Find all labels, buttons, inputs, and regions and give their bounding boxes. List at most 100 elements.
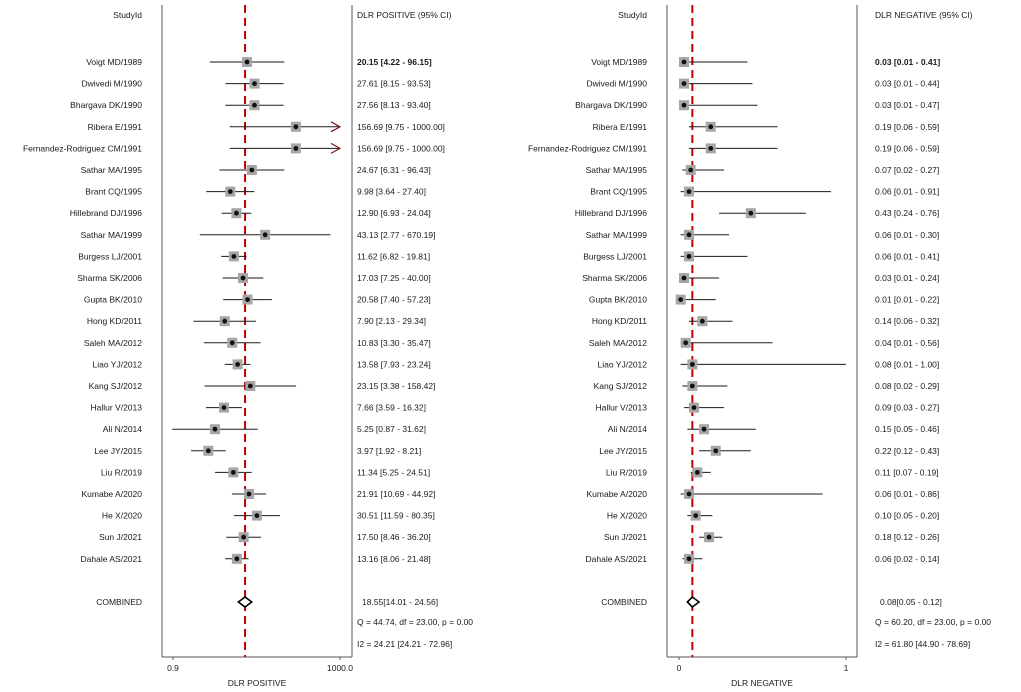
study-ci-value: 0.03 [0.01 - 0.47]: [875, 100, 939, 110]
study-name: Hong KD/2011: [87, 316, 142, 326]
study-ci-value: 0.08 [0.02 - 0.29]: [875, 381, 939, 391]
point-estimate: [235, 362, 241, 367]
study-name: Sun J/2021: [99, 532, 142, 542]
study-ci-value: 0.43 [0.24 - 0.76]: [875, 208, 939, 218]
study-name: Hillebrand DJ/1996: [70, 208, 143, 218]
point-estimate: [247, 383, 253, 389]
point-estimate: [686, 189, 692, 195]
study-column-header: StudyId: [113, 10, 142, 20]
study-name: Dwivedi M/1990: [587, 79, 648, 89]
study-name: Brant CQ/1995: [590, 187, 647, 197]
study-name: Saleh MA/2012: [589, 338, 647, 348]
point-estimate: [689, 362, 695, 367]
study-ci-value: 5.25 [0.87 - 31.62]: [357, 424, 426, 434]
study-name: Kumabe A/2020: [82, 489, 143, 499]
point-estimate: [688, 167, 694, 173]
point-estimate: [293, 124, 299, 130]
combined-label: COMBINED: [601, 597, 647, 607]
study-name: He X/2020: [102, 511, 142, 521]
heterogeneity-i2: I2 = 61.80 [44.90 - 78.69]: [875, 639, 970, 649]
study-name: Dahale AS/2021: [586, 554, 648, 564]
point-estimate: [252, 102, 257, 108]
study-name: Gupta BK/2010: [84, 295, 142, 305]
study-name: Liao YJ/2012: [93, 359, 143, 369]
study-name: Voigt MD/1989: [86, 57, 142, 67]
study-name: Hallur V/2013: [90, 403, 142, 413]
point-estimate: [708, 146, 714, 151]
study-ci-value: 0.15 [0.05 - 0.46]: [875, 424, 939, 434]
study-ci-value: 27.61 [8.15 - 93.53]: [357, 79, 431, 89]
x-axis-tick-label: 1: [844, 663, 849, 673]
study-name: Lee JY/2015: [599, 446, 647, 456]
study-name: Gupta BK/2010: [589, 295, 647, 305]
point-estimate: [699, 318, 705, 324]
study-ci-value: 0.03 [0.01 - 0.24]: [875, 273, 939, 283]
point-estimate: [713, 448, 719, 454]
study-name: Bhargava DK/1990: [70, 100, 142, 110]
study-ci-value: 12.90 [6.93 - 24.04]: [357, 208, 431, 218]
study-ci-value: 10.83 [3.30 - 35.47]: [357, 338, 431, 348]
study-name: Dwivedi M/1990: [82, 79, 143, 89]
study-name: Bhargava DK/1990: [575, 100, 647, 110]
study-ci-value: 0.01 [0.01 - 0.22]: [875, 295, 939, 305]
study-ci-value: 0.06 [0.01 - 0.41]: [875, 251, 939, 261]
study-name: Burgess LJ/2001: [583, 251, 647, 261]
point-estimate: [678, 297, 684, 302]
ci-column-header: DLR POSITIVE (95% CI): [357, 10, 452, 20]
study-ci-value: 21.91 [10.69 - 44.92]: [357, 489, 435, 499]
study-ci-value: 0.06 [0.01 - 0.91]: [875, 187, 939, 197]
point-estimate: [222, 318, 228, 324]
study-ci-value: 43.13 [2.77 - 670.19]: [357, 230, 435, 240]
study-ci-value: 0.04 [0.01 - 0.56]: [875, 338, 939, 348]
point-estimate: [245, 297, 250, 302]
x-axis-label: DLR POSITIVE: [228, 678, 287, 688]
study-name: Ribera E/1991: [593, 122, 648, 132]
point-estimate: [701, 426, 707, 432]
study-ci-value: 24.67 [6.31 - 96.43]: [357, 165, 431, 175]
combined-ci-value: 0.08[0.05 - 0.12]: [880, 597, 942, 607]
point-estimate: [205, 448, 211, 454]
point-estimate: [293, 146, 299, 151]
study-name: Voigt MD/1989: [591, 57, 647, 67]
point-estimate: [689, 383, 695, 389]
ci-truncation-arrow: [330, 142, 342, 154]
study-name: Liao YJ/2012: [598, 359, 648, 369]
point-estimate: [681, 102, 687, 108]
study-ci-value: 13.16 [8.06 - 21.48]: [357, 554, 431, 564]
x-axis-tick-label: 0: [677, 663, 682, 673]
study-name: Sharma SK/2006: [77, 273, 142, 283]
study-ci-value: 0.06 [0.01 - 0.30]: [875, 230, 939, 240]
combined-diamond: [686, 595, 701, 609]
point-estimate: [244, 59, 250, 65]
study-ci-value: 27.56 [8.13 - 93.40]: [357, 100, 431, 110]
study-ci-value: 9.98 [3.64 - 27.40]: [357, 187, 426, 197]
study-name: Ali N/2014: [608, 424, 647, 434]
study-ci-value: 11.62 [6.82 - 19.81]: [357, 251, 430, 261]
study-name: Brant CQ/1995: [85, 187, 142, 197]
point-estimate: [686, 491, 692, 497]
point-estimate: [227, 189, 233, 195]
study-name: Sharma SK/2006: [582, 273, 647, 283]
study-name: Burgess LJ/2001: [78, 251, 142, 261]
study-ci-value: 13.58 [7.93 - 23.24]: [357, 359, 431, 369]
x-axis-tick-label: 1000.0: [327, 663, 353, 673]
study-ci-value: 17.03 [7.25 - 40.00]: [357, 273, 431, 283]
study-ci-value: 23.15 [3.38 - 158.42]: [357, 381, 435, 391]
study-name: Liu R/2019: [606, 467, 647, 477]
study-column-header: StudyId: [618, 10, 647, 20]
point-estimate: [231, 254, 237, 259]
combined-label: COMBINED: [96, 597, 142, 607]
panel-positive: StudyId DLR POSITIVE (95% CI) Voigt MD/198…: [23, 5, 473, 688]
point-estimate: [241, 534, 247, 540]
study-ci-value: 0.06 [0.02 - 0.14]: [875, 554, 939, 564]
heterogeneity-q: Q = 60.20, df = 23.00, p = 0.00: [875, 617, 991, 627]
study-name: Hallur V/2013: [595, 403, 647, 413]
point-estimate: [691, 405, 697, 410]
study-ci-value: 0.22 [0.12 - 0.43]: [875, 446, 939, 456]
study-name: Kumabe A/2020: [587, 489, 648, 499]
study-ci-value: 0.08 [0.01 - 1.00]: [875, 359, 939, 369]
study-name: Hillebrand DJ/1996: [575, 208, 648, 218]
ci-truncation-arrow: [330, 121, 342, 133]
study-name: Sathar MA/1995: [586, 165, 648, 175]
